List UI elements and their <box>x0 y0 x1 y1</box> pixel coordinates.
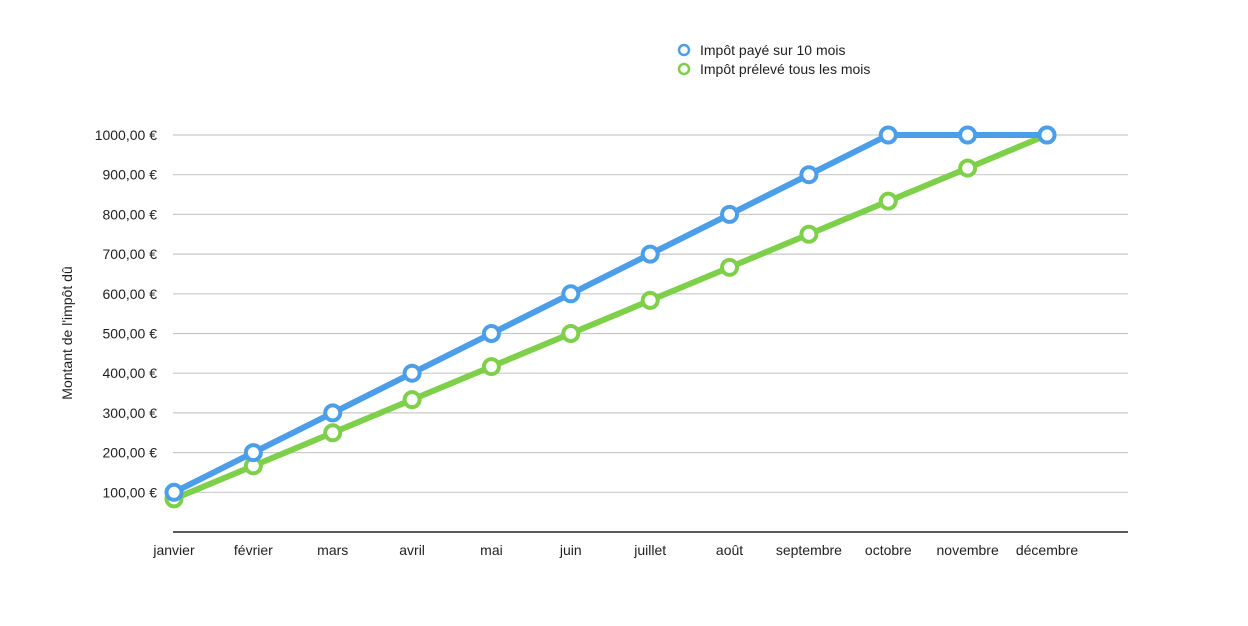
y-tick-label: 800,00 € <box>103 206 158 222</box>
legend-label: Impôt payé sur 10 mois <box>700 42 846 58</box>
legend-marker <box>677 62 691 76</box>
data-point <box>243 443 263 463</box>
y-tick-label: 300,00 € <box>103 405 158 421</box>
data-point <box>561 284 581 304</box>
y-tick-labels: 100,00 € 200,00 € 300,00 € 400,00 € 500,00 €… <box>95 127 158 500</box>
x-tick-label: novembre <box>937 542 999 558</box>
data-point <box>402 363 422 383</box>
y-axis-title: Montant de l'impôt dû <box>59 266 75 399</box>
x-tick-label: avril <box>399 542 425 558</box>
x-tick-label: juillet <box>633 542 666 558</box>
series-line <box>171 132 1050 496</box>
x-tick-label: février <box>234 542 273 558</box>
legend: Impôt payé sur 10 mois Impôt prélevé tous… <box>677 42 870 77</box>
legend-marker <box>677 43 691 57</box>
y-tick-label: 100,00 € <box>103 484 158 500</box>
x-tick-label: septembre <box>776 542 842 558</box>
x-tick-label: mars <box>317 542 348 558</box>
series <box>164 125 1057 509</box>
series-line <box>171 132 1050 502</box>
y-tick-label: 700,00 € <box>103 246 158 262</box>
data-point <box>481 324 501 343</box>
y-tick-label: 400,00 € <box>103 365 158 381</box>
y-tick-label: 200,00 € <box>103 445 158 461</box>
x-tick-label: décembre <box>1016 542 1078 558</box>
data-point <box>799 165 819 185</box>
data-point <box>640 244 660 264</box>
legend-item: Impôt prélevé tous les mois <box>677 61 870 77</box>
data-point <box>481 357 501 377</box>
x-tick-label: octobre <box>865 542 912 558</box>
data-point <box>958 125 978 145</box>
data-point <box>561 324 581 343</box>
x-tick-label: juin <box>559 542 582 558</box>
y-tick-label: 900,00 € <box>103 167 158 183</box>
data-point <box>164 482 184 502</box>
data-point <box>1037 125 1057 145</box>
y-tick-label: 600,00 € <box>103 286 158 302</box>
data-point <box>799 224 819 244</box>
x-tick-label: mai <box>480 542 503 558</box>
data-point <box>720 257 740 277</box>
data-point <box>640 290 660 310</box>
data-point <box>958 158 978 178</box>
x-tick-label: janvier <box>152 542 195 558</box>
legend-item: Impôt payé sur 10 mois <box>677 42 846 58</box>
y-tick-label: 1000,00 € <box>95 127 157 143</box>
x-tick-label: août <box>716 542 743 558</box>
data-point <box>878 191 898 211</box>
data-point <box>878 125 898 145</box>
data-point <box>323 423 343 443</box>
y-tick-label: 500,00 € <box>103 326 158 342</box>
series-1 <box>164 125 1057 502</box>
x-tick-labels: janvier février mars avril mai juin juillet aoû… <box>152 542 1078 558</box>
data-point <box>720 204 740 224</box>
data-point <box>402 390 422 410</box>
data-point <box>323 403 343 423</box>
legend-label: Impôt prélevé tous les mois <box>700 61 870 77</box>
series-2 <box>164 125 1057 509</box>
